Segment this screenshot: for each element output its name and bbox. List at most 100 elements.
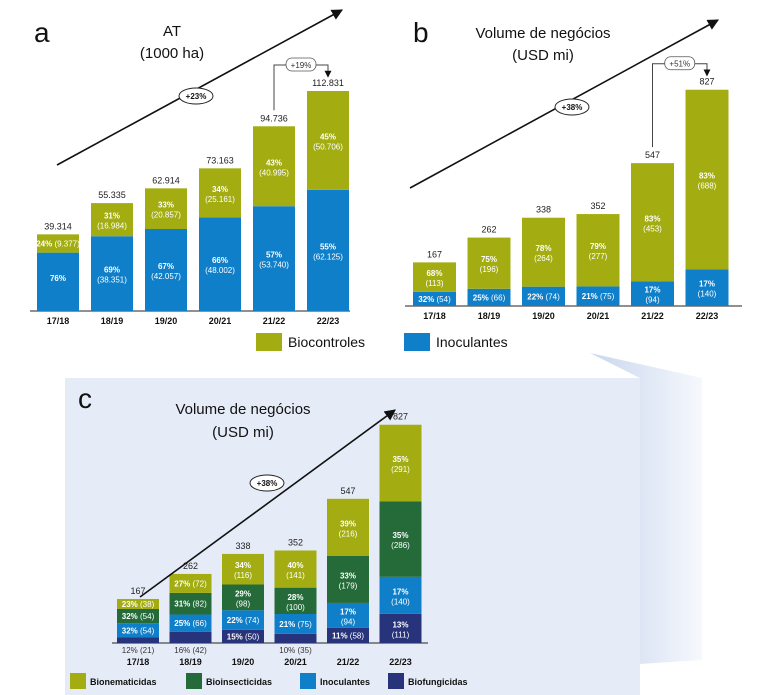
- panel-letter-c: c: [78, 383, 92, 414]
- legend-swatch-biofungicidas: [388, 673, 404, 689]
- bar-b-biocontroles-18-19: [467, 237, 511, 289]
- bar-c-bioinsecticidas-22-23: [379, 501, 422, 577]
- bar-c-bionematicidas-17-18: [117, 598, 159, 609]
- bar-a-inoculantes-20-21: [199, 217, 241, 311]
- value-label-a-1-1: (16.984): [97, 222, 127, 231]
- category-label-a-18-19: 18/19: [101, 316, 124, 326]
- label-b-3-0: 21% (75): [582, 292, 615, 301]
- bar-a-inoculantes-19-20: [145, 228, 187, 311]
- bar-b-biocontroles-17-18: [413, 262, 456, 292]
- bar-b-inoculantes-20-21: [576, 286, 620, 306]
- total-label-c-22-23: 827: [393, 412, 408, 422]
- bar-a-biocontroles-18-19: [91, 203, 133, 237]
- bar-c-bionematicidas-22-23: [379, 424, 422, 502]
- value-label-c-5-0: (111): [392, 630, 410, 639]
- bar-c-biofungicidas-22-23: [379, 613, 422, 643]
- bar-c-biofungicidas-19-20: [222, 629, 264, 643]
- pct-label-c-2-2: 29%: [235, 589, 251, 598]
- label-c-1-2: 31% (82): [174, 600, 207, 609]
- bar-a-biocontroles-17-18: [37, 234, 79, 253]
- bar-c-bionematicidas-20-21: [274, 550, 317, 588]
- value-label-a-5-1: (50.706): [313, 142, 343, 151]
- value-label-b-4-1: (453): [643, 224, 662, 233]
- bar-c-inoculantes-20-21: [274, 614, 317, 634]
- total-label-b-18-19: 262: [481, 225, 496, 235]
- bar-c-biofungicidas-21-22: [327, 627, 369, 643]
- category-label-b-19-20: 19/20: [532, 311, 555, 321]
- label-c-1-3: 27% (72): [174, 579, 207, 588]
- value-label-b-4-0: (94): [645, 296, 660, 305]
- label-b-2-0: 22% (74): [527, 292, 560, 301]
- legend-c: Bionematicidas Bioinsecticidas Inoculant…: [70, 673, 468, 689]
- legend-swatch-inoculantes: [404, 333, 430, 351]
- label-c-0-0: 12% (21): [122, 646, 155, 655]
- value-label-a-2-1: (20.857): [151, 211, 181, 220]
- panel-title-b-line-1: Volume de negócios: [475, 25, 610, 42]
- bar-b-inoculantes-17-18: [413, 291, 456, 306]
- total-label-a-21-22: 94.736: [260, 113, 288, 123]
- total-label-c-17-18: 167: [130, 586, 145, 596]
- legend-label-bionematicidas: Bionematicidas: [90, 677, 157, 687]
- value-label-c-2-2: (98): [236, 599, 251, 608]
- pct-label-a-5-1: 45%: [320, 132, 336, 141]
- value-label-c-5-3: (291): [391, 465, 410, 474]
- label-c-0-2: 32% (54): [122, 612, 155, 621]
- bar-c-inoculantes-17-18: [117, 623, 159, 638]
- bar-a-biocontroles-21-22: [253, 126, 295, 207]
- panel-title-c-line-2: (USD mi): [212, 424, 274, 441]
- pct-label-c-4-2: 33%: [340, 571, 356, 580]
- trend-label-b: +38%: [562, 103, 583, 112]
- category-label-b-21-22: 21/22: [641, 311, 664, 321]
- pct-label-a-3-1: 34%: [212, 185, 228, 194]
- bar-b-biocontroles-20-21: [576, 214, 620, 287]
- bar-a-inoculantes-21-22: [253, 206, 295, 311]
- bar-b-biocontroles-19-20: [522, 217, 565, 287]
- total-label-c-21-22: 547: [340, 486, 355, 496]
- category-label-a-21-22: 21/22: [263, 316, 286, 326]
- pct-label-c-3-2: 28%: [287, 593, 303, 602]
- pct-label-c-3-3: 40%: [287, 561, 303, 570]
- total-label-a-19-20: 62.914: [152, 175, 180, 185]
- category-label-c-21-22: 21/22: [337, 657, 360, 667]
- pct-label-b-2-1: 78%: [535, 244, 551, 253]
- category-label-c-22-23: 22/23: [389, 657, 412, 667]
- trend-badge-c: [249, 474, 285, 492]
- bar-c-bioinsecticidas-21-22: [327, 555, 369, 603]
- bar-a-biocontroles-22-23: [307, 91, 349, 190]
- value-label-a-4-1: (40.995): [259, 168, 289, 177]
- value-label-b-2-1: (264): [534, 254, 553, 263]
- pct-label-b-0-1: 68%: [426, 269, 442, 278]
- legend-swatch-bioinsecticidas: [186, 673, 202, 689]
- pct-label-a-1-0: 69%: [104, 266, 120, 275]
- trend-label-c: +38%: [257, 479, 278, 488]
- category-label-a-17-18: 17/18: [47, 316, 70, 326]
- panel-b: b Volume de negócios(USD mi)32% (54)68%(1…: [405, 17, 742, 321]
- label-b-0-0: 32% (54): [418, 295, 451, 304]
- trend-badge-a: [178, 87, 214, 105]
- bar-c-biofungicidas-17-18: [117, 637, 159, 643]
- category-label-c-20-21: 20/21: [284, 657, 307, 667]
- total-label-b-21-22: 547: [645, 150, 660, 160]
- bar-b-inoculantes-21-22: [631, 281, 674, 306]
- value-label-a-2-0: (42.057): [151, 272, 181, 281]
- legend-label-biocontroles: Biocontroles: [288, 334, 365, 350]
- panel-title-a-line-2: (1000 ha): [140, 45, 204, 62]
- label-c-4-0: 11% (58): [332, 631, 364, 640]
- bar-c-bionematicidas-19-20: [222, 553, 264, 585]
- legend-label-bioinsecticidas: Bioinsecticidas: [206, 677, 272, 687]
- category-label-a-22-23: 22/23: [317, 316, 340, 326]
- bar-a-inoculantes-17-18: [37, 252, 79, 311]
- step-label-a: +19%: [291, 61, 312, 70]
- value-label-c-5-2: (286): [391, 541, 410, 550]
- bar-a-biocontroles-19-20: [145, 188, 187, 229]
- legend-label-biofungicidas: Biofungicidas: [408, 677, 468, 687]
- category-label-a-20-21: 20/21: [209, 316, 232, 326]
- bar-b-biocontroles-22-23: [685, 89, 729, 270]
- value-label-b-5-0: (140): [698, 290, 717, 299]
- label-c-0-1: 32% (54): [122, 626, 155, 635]
- trend-label-a: +23%: [186, 92, 207, 101]
- bar-c-bionematicidas-21-22: [327, 498, 369, 556]
- label-a-0-1: 24% (9.377): [36, 239, 80, 248]
- total-label-a-17-18: 39.314: [44, 221, 72, 231]
- category-label-b-20-21: 20/21: [587, 311, 610, 321]
